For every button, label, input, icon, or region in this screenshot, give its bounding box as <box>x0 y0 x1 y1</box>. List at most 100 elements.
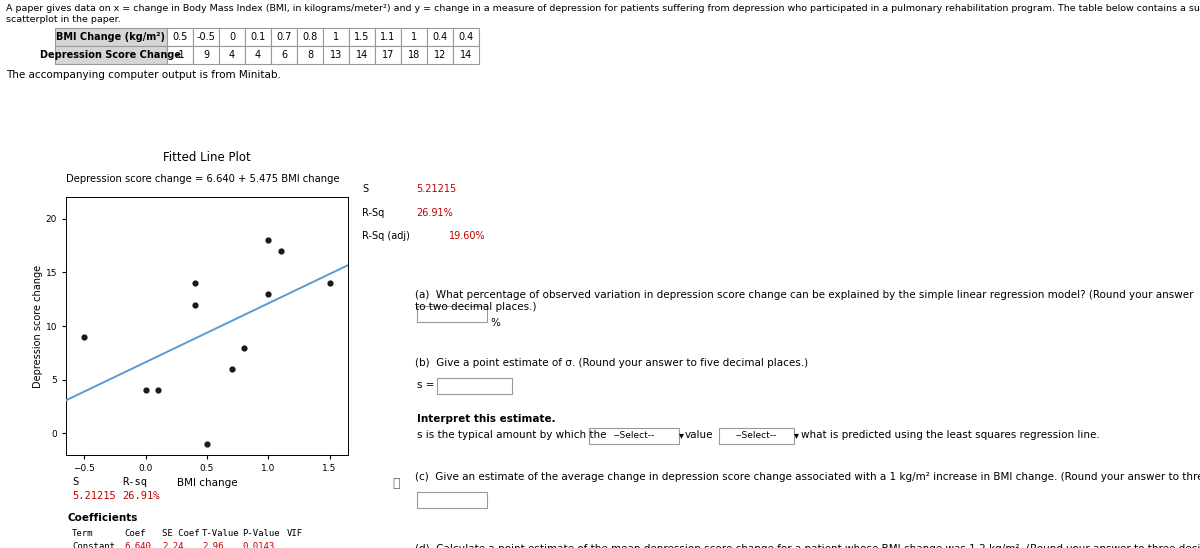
Text: (d)  Calculate a point estimate of the mean depression score change for a patien: (d) Calculate a point estimate of the me… <box>415 544 1200 548</box>
Text: 0.8: 0.8 <box>302 32 318 42</box>
Point <box>185 279 204 288</box>
Text: s =: s = <box>418 380 434 390</box>
Text: 0.1: 0.1 <box>251 32 265 42</box>
Text: -0.5: -0.5 <box>197 32 216 42</box>
Bar <box>589 428 679 444</box>
Text: 1.5: 1.5 <box>354 32 370 42</box>
Text: 6: 6 <box>281 50 287 60</box>
Text: what is predicted using the least squares regression line.: what is predicted using the least square… <box>802 430 1099 440</box>
Bar <box>220 46 245 64</box>
Bar <box>349 28 374 46</box>
Bar <box>193 28 220 46</box>
Bar <box>167 28 193 46</box>
Bar <box>245 46 271 64</box>
Text: -1: -1 <box>175 50 185 60</box>
Bar <box>193 46 220 64</box>
Text: 13: 13 <box>330 50 342 60</box>
Text: scatterplot in the paper.: scatterplot in the paper. <box>6 15 121 24</box>
Text: 17: 17 <box>382 50 394 60</box>
Text: 5.21215: 5.21215 <box>72 491 115 501</box>
Text: 1: 1 <box>410 32 418 42</box>
Bar <box>401 46 427 64</box>
Bar <box>298 46 323 64</box>
Bar <box>454 28 479 46</box>
Text: VIF: VIF <box>287 529 304 538</box>
Text: Constant: Constant <box>72 542 115 548</box>
Text: ▾: ▾ <box>679 430 684 440</box>
Text: (c)  Give an estimate of the average change in depression score change associate: (c) Give an estimate of the average chan… <box>415 472 1200 482</box>
Bar <box>55 46 167 64</box>
Text: 5.21215: 5.21215 <box>416 184 457 193</box>
Text: 2.96: 2.96 <box>202 542 223 548</box>
Text: 1.1: 1.1 <box>380 32 396 42</box>
Text: Interpret this estimate.: Interpret this estimate. <box>418 414 556 424</box>
Text: 12: 12 <box>434 50 446 60</box>
Bar <box>55 28 167 46</box>
Text: Coef: Coef <box>124 529 145 538</box>
Text: ▾: ▾ <box>794 430 799 440</box>
Text: 26.91%: 26.91% <box>122 491 160 501</box>
Text: Depression Score Change: Depression Score Change <box>41 50 181 60</box>
Text: %: % <box>490 318 500 328</box>
Text: 9: 9 <box>203 50 209 60</box>
Point <box>136 386 155 395</box>
Bar <box>454 46 479 64</box>
Text: value: value <box>685 430 714 440</box>
Text: 19.60%: 19.60% <box>449 231 486 241</box>
Point <box>271 247 290 255</box>
Bar <box>245 28 271 46</box>
Bar <box>374 46 401 64</box>
Text: Fitted Line Plot: Fitted Line Plot <box>163 151 251 164</box>
Text: (b)  Give a point estimate of σ. (Round your answer to five decimal places.): (b) Give a point estimate of σ. (Round y… <box>415 358 808 368</box>
Text: 8: 8 <box>307 50 313 60</box>
X-axis label: BMI change: BMI change <box>176 478 238 488</box>
Text: Term: Term <box>72 529 94 538</box>
Point <box>259 236 278 244</box>
Text: R-Sq (adj): R-Sq (adj) <box>362 231 410 241</box>
Point <box>74 333 94 341</box>
Bar <box>418 306 487 322</box>
Text: 14: 14 <box>356 50 368 60</box>
Point <box>185 300 204 309</box>
Point <box>222 364 241 373</box>
Text: 0.4: 0.4 <box>432 32 448 42</box>
Text: --Select--: --Select-- <box>613 431 655 441</box>
Text: 0.4: 0.4 <box>458 32 474 42</box>
Text: 0.5: 0.5 <box>173 32 187 42</box>
Text: 18: 18 <box>408 50 420 60</box>
Text: 14: 14 <box>460 50 472 60</box>
Text: 0.0143: 0.0143 <box>242 542 275 548</box>
Text: 0.7: 0.7 <box>276 32 292 42</box>
Text: (a)  What percentage of observed variation in depression score change can be exp: (a) What percentage of observed variatio… <box>415 290 1194 312</box>
Bar <box>719 428 794 444</box>
Text: 4: 4 <box>229 50 235 60</box>
Text: R-Sq: R-Sq <box>362 208 385 218</box>
Text: SE Coef: SE Coef <box>162 529 199 538</box>
Text: A paper gives data on x = change in Body Mass Index (BMI, in kilograms/meter²) a: A paper gives data on x = change in Body… <box>6 4 1200 13</box>
Text: 4: 4 <box>254 50 262 60</box>
Bar <box>323 28 349 46</box>
Text: The accompanying computer output is from Minitab.: The accompanying computer output is from… <box>6 70 281 80</box>
Text: Coefficients: Coefficients <box>68 513 138 523</box>
Text: Depression score change = 6.640 + 5.475 BMI change: Depression score change = 6.640 + 5.475 … <box>66 174 340 184</box>
Text: P-Value: P-Value <box>242 529 280 538</box>
Text: S: S <box>72 477 78 487</box>
Bar <box>298 28 323 46</box>
Text: S: S <box>362 184 368 193</box>
Text: 6.640: 6.640 <box>124 542 151 548</box>
Text: 26.91%: 26.91% <box>416 208 454 218</box>
Text: R-sq: R-sq <box>122 477 148 487</box>
Bar <box>401 28 427 46</box>
Bar <box>271 46 298 64</box>
Bar <box>374 28 401 46</box>
Bar <box>427 28 454 46</box>
Text: 1: 1 <box>332 32 340 42</box>
Bar <box>418 492 487 508</box>
Bar <box>167 46 193 64</box>
Text: s is the typical amount by which the: s is the typical amount by which the <box>418 430 606 440</box>
Text: 2.24: 2.24 <box>162 542 184 548</box>
Bar <box>437 378 512 394</box>
Bar <box>427 46 454 64</box>
Bar <box>349 46 374 64</box>
Point <box>259 289 278 298</box>
